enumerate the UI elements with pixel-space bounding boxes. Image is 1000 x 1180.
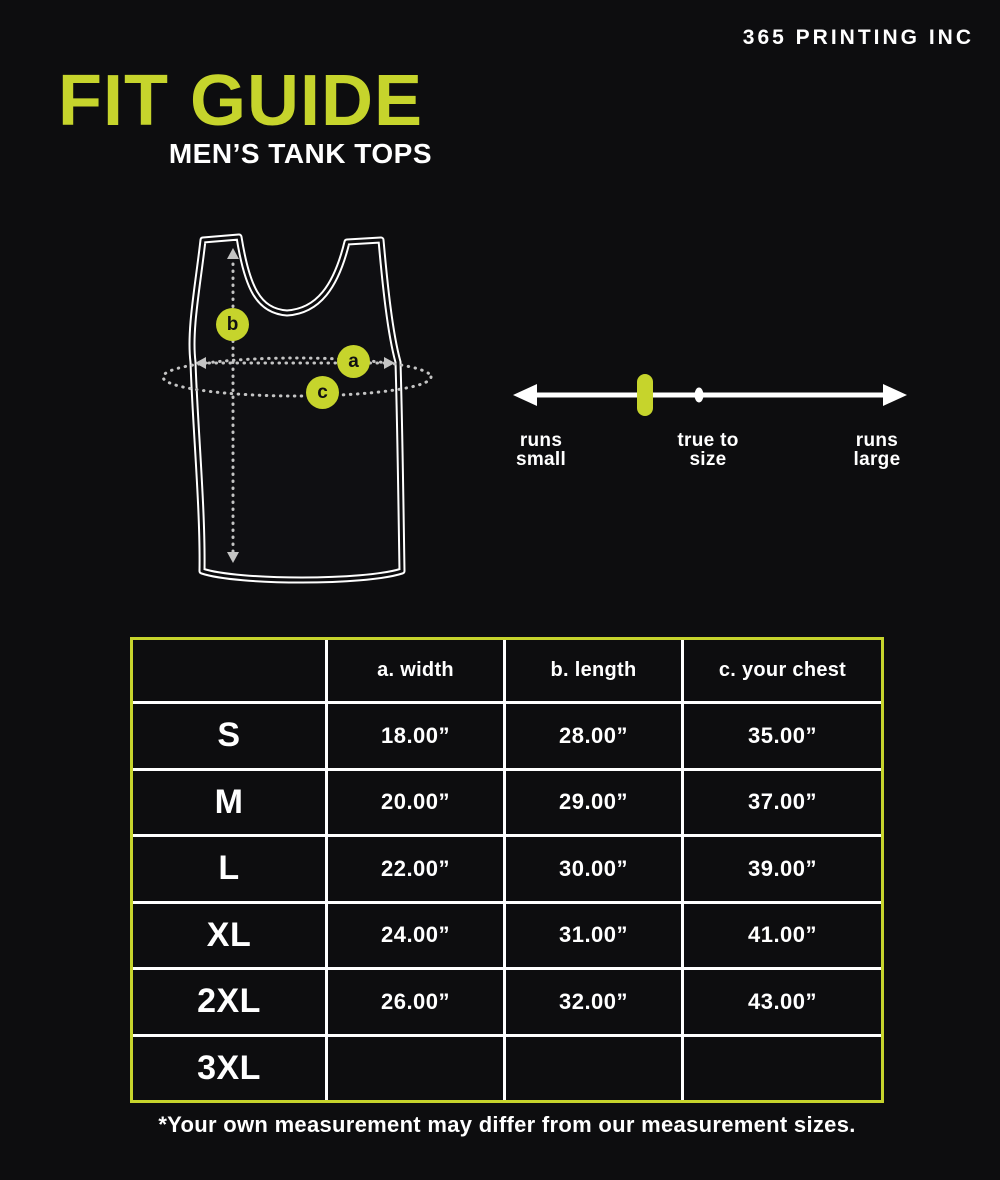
size-table: a. width b. length c. your chest S 18.00… [130, 637, 884, 1103]
chest-cell [684, 1036, 881, 1100]
scale-label-true-to-size: true to size [677, 431, 738, 469]
scale-label-line: true to [677, 430, 739, 451]
chest-measure-ellipse [161, 356, 433, 398]
true-to-size-dot [694, 387, 704, 403]
scale-label-runs-small: runs small [516, 431, 566, 469]
scale-label-line: large [853, 449, 901, 470]
marker-c-label: c [317, 382, 328, 403]
width-cell: 20.00” [328, 770, 503, 834]
width-arrow-right-icon [384, 357, 395, 369]
size-cell: XL [133, 903, 325, 967]
width-cell [328, 1036, 503, 1100]
header-cell-size [133, 640, 325, 701]
width-cell: 18.00” [328, 704, 503, 768]
marker-c-badge: c [306, 376, 339, 409]
brand-name: 365 PRINTING INC [742, 26, 974, 49]
marker-b-label: b [226, 314, 239, 335]
scale-label-line: size [689, 449, 727, 470]
length-arrow-up-icon [227, 248, 239, 259]
size-cell: L [133, 837, 325, 901]
page-title: FIT GUIDE [58, 61, 423, 141]
header-cell-length: b. length [506, 640, 681, 701]
marker-b-badge: b [216, 308, 249, 341]
length-cell: 31.00” [506, 903, 681, 967]
chest-cell: 39.00” [684, 837, 881, 901]
scale-label-line: small [515, 449, 567, 470]
header-cell-chest: c. your chest [684, 640, 881, 701]
scale-arrow-right-icon [883, 384, 907, 406]
scale-label-runs-large: runs large [854, 431, 901, 469]
scale-arrow-left-icon [513, 384, 537, 406]
chest-cell: 37.00” [684, 770, 881, 834]
tank-top-illustration [161, 233, 433, 584]
tank-top-diagram: b a c [150, 225, 480, 605]
width-arrow-left-icon [195, 357, 206, 369]
size-cell: 2XL [133, 970, 325, 1034]
size-cell: M [133, 770, 325, 834]
fit-position-marker [637, 374, 653, 416]
length-cell: 32.00” [506, 970, 681, 1034]
measurement-disclaimer: *Your own measurement may differ from ou… [158, 1112, 856, 1137]
width-cell: 24.00” [328, 903, 503, 967]
tank-top-outline-inner [190, 235, 404, 582]
page-subtitle: MEN’S TANK TOPS [168, 138, 432, 169]
fit-scale: runs small true to size runs large [500, 355, 920, 485]
marker-a-badge: a [337, 345, 370, 378]
chest-cell: 41.00” [684, 903, 881, 967]
width-cell: 26.00” [328, 970, 503, 1034]
scale-label-line: runs [519, 430, 563, 451]
width-cell: 22.00” [328, 837, 503, 901]
fit-scale-axis [513, 374, 907, 416]
scale-label-line: runs [855, 430, 899, 451]
length-arrow-down-icon [227, 552, 239, 563]
chest-cell: 43.00” [684, 970, 881, 1034]
tank-top-outline [188, 233, 406, 584]
length-cell [506, 1036, 681, 1100]
size-cell: 3XL [133, 1036, 325, 1100]
size-cell: S [133, 704, 325, 768]
length-cell: 30.00” [506, 837, 681, 901]
length-cell: 29.00” [506, 770, 681, 834]
length-cell: 28.00” [506, 704, 681, 768]
header-cell-width: a. width [328, 640, 503, 701]
marker-a-label: a [348, 351, 359, 372]
chest-cell: 35.00” [684, 704, 881, 768]
